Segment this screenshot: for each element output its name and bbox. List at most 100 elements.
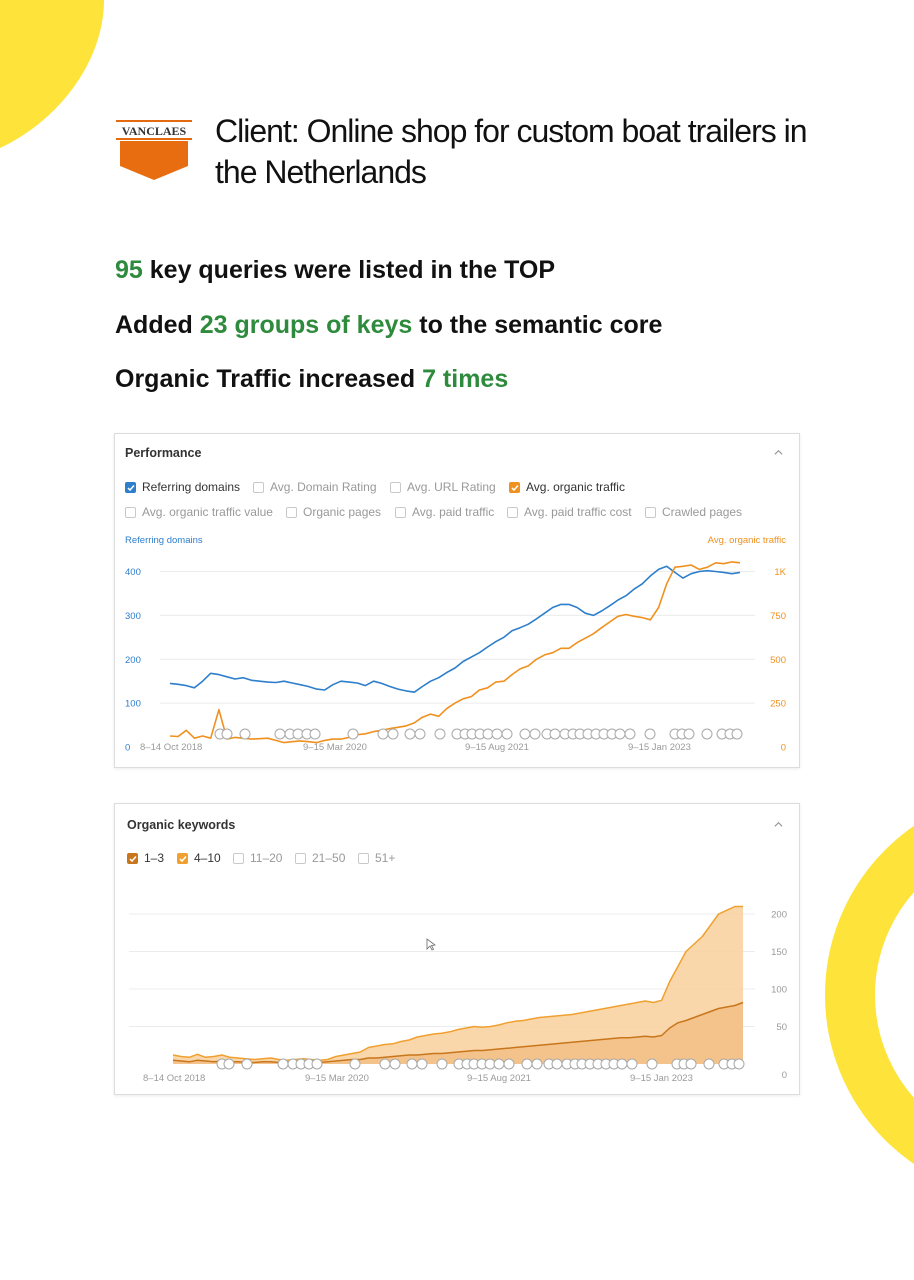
- client-title: Client: Online shop for custom boat trai…: [215, 113, 808, 190]
- left-tick-label: 300: [125, 611, 141, 622]
- x-tick-label: 9–15 Aug 2021: [467, 1073, 531, 1084]
- event-marker-icon: [491, 728, 503, 740]
- series-line-referring-domains: [169, 565, 741, 694]
- svg-text:VANCLAES: VANCLAES: [122, 124, 187, 138]
- event-marker-icon: [434, 728, 446, 740]
- event-marker-icon: [519, 728, 531, 740]
- performance-title: Performance: [125, 446, 202, 460]
- metric-avg-url-rating[interactable]: Avg. URL Rating: [390, 480, 496, 494]
- event-marker-icon: [644, 728, 656, 740]
- x-tick-label: 9–15 Jan 2023: [630, 1073, 693, 1084]
- checkbox-icon: [233, 852, 244, 864]
- right-axis-title: Avg. organic traffic: [708, 535, 787, 546]
- metric-label: Avg. organic traffic: [526, 480, 625, 494]
- event-marker-icon: [493, 1058, 505, 1070]
- checkbox-icon: [295, 852, 306, 864]
- event-marker-icon: [416, 1058, 428, 1070]
- filter-4-10[interactable]: 4–10: [177, 851, 221, 865]
- organic-keywords-title: Organic keywords: [127, 818, 236, 832]
- x-tick-label: 9–15 Jan 2023: [628, 742, 691, 753]
- event-marker-icon: [521, 1058, 533, 1070]
- event-marker-icon: [549, 728, 561, 740]
- stat-prefix: Added: [115, 311, 200, 339]
- x-tick-label: 9–15 Mar 2020: [305, 1073, 369, 1084]
- organic-keywords-card: Organic keywords 1–3 4–10 11–20 21–50 51…: [114, 803, 800, 1095]
- stat-highlight: 95: [115, 256, 143, 284]
- event-marker-icon: [614, 728, 626, 740]
- event-marker-icon: [389, 1058, 401, 1070]
- performance-card: Performance Referring domains Avg. Domai…: [114, 433, 800, 768]
- event-marker-icon: [703, 1058, 715, 1070]
- event-marker-icon: [311, 1058, 323, 1070]
- event-marker-icon: [503, 1058, 515, 1070]
- yellow-corner-blob: [0, 0, 104, 148]
- metric-avg-paid-traffic[interactable]: Avg. paid traffic: [395, 505, 494, 519]
- left-tick-label: 400: [125, 567, 141, 578]
- filter-51-plus[interactable]: 51+: [358, 851, 395, 865]
- metric-crawled-pages[interactable]: Crawled pages: [645, 505, 742, 519]
- checkbox-icon: [253, 481, 264, 493]
- stat-prefix: Organic Traffic increased: [115, 365, 423, 393]
- event-marker-icon: [529, 728, 541, 740]
- right-tick-label: 0: [781, 743, 786, 754]
- right-tick-label: 250: [770, 699, 786, 710]
- metric-label: Avg. paid traffic: [412, 505, 495, 519]
- metric-organic-pages[interactable]: Organic pages: [286, 505, 381, 519]
- metric-avg-organic-traffic[interactable]: Avg. organic traffic: [509, 480, 625, 494]
- x-tick-label: 8–14 Oct 2018: [140, 742, 202, 753]
- event-marker-icon: [501, 728, 513, 740]
- stat-highlight: 7 times: [422, 365, 509, 393]
- event-marker-icon: [387, 728, 399, 740]
- stat-suffix: to the semantic core: [412, 311, 663, 339]
- x-tick-label: 8–14 Oct 2018: [143, 1073, 205, 1084]
- metric-label: Organic pages: [303, 505, 382, 519]
- x-tick-label: 9–15 Mar 2020: [303, 742, 367, 753]
- metric-avg-paid-traffic-cost[interactable]: Avg. paid traffic cost: [507, 505, 632, 519]
- performance-chart: Referring domains Avg. organic traffic 0 10…: [125, 535, 787, 754]
- cursor-icon: [426, 938, 437, 951]
- event-marker-icon: [626, 1058, 638, 1070]
- metric-label: Referring domains: [142, 480, 241, 494]
- event-marker-icon: [646, 1058, 658, 1070]
- series-area-4-10: [173, 906, 743, 1064]
- left-tick-label: 100: [125, 699, 141, 710]
- metric-referring-domains[interactable]: Referring domains: [125, 480, 240, 494]
- chevron-up-icon[interactable]: [774, 448, 783, 457]
- series-area-1-3: [173, 1002, 743, 1064]
- event-marker-icon: [377, 728, 389, 740]
- filter-label: 11–20: [250, 851, 283, 865]
- event-marker-icon: [274, 728, 286, 740]
- checkbox-checked-icon: [177, 852, 188, 864]
- left-axis-title: Referring domains: [125, 535, 203, 546]
- series-line-4-10: [172, 905, 743, 1062]
- metric-label: Avg. paid traffic cost: [524, 505, 632, 519]
- filter-11-20[interactable]: 11–20: [233, 851, 282, 865]
- checkbox-checked-icon: [125, 481, 136, 493]
- event-marker-icon: [239, 728, 251, 740]
- y-tick-label: 200: [771, 910, 787, 921]
- checkbox-icon: [358, 852, 369, 864]
- metric-label: Avg. Domain Rating: [270, 480, 377, 494]
- checkbox-icon: [507, 506, 518, 518]
- event-marker-icon: [624, 728, 636, 740]
- checkbox-icon: [125, 506, 136, 518]
- filter-label: 21–50: [312, 851, 346, 865]
- event-marker-icon: [241, 1058, 253, 1070]
- checkbox-icon: [390, 481, 401, 493]
- event-marker-icon: [404, 728, 416, 740]
- metric-avg-organic-traffic-value[interactable]: Avg. organic traffic value: [125, 505, 273, 519]
- x-tick-label: 9–15 Aug 2021: [465, 742, 529, 753]
- event-marker-icon: [379, 1058, 391, 1070]
- event-marker-icon: [731, 728, 743, 740]
- vanclaes-logo: VANCLAES: [116, 120, 192, 180]
- filter-label: 51+: [375, 851, 396, 865]
- filter-1-3[interactable]: 1–3: [127, 851, 164, 865]
- event-marker-icon: [277, 1058, 289, 1070]
- stat-highlight: 23 groups of keys: [199, 311, 413, 339]
- metric-avg-domain-rating[interactable]: Avg. Domain Rating: [253, 480, 377, 494]
- stat-key-queries: 95 key queries were listed in the TOP: [115, 256, 555, 285]
- stat-text: key queries were listed in the TOP: [142, 256, 556, 284]
- event-marker-icon: [616, 1058, 628, 1070]
- filter-21-50[interactable]: 21–50: [295, 851, 345, 865]
- chevron-up-icon[interactable]: [774, 820, 783, 829]
